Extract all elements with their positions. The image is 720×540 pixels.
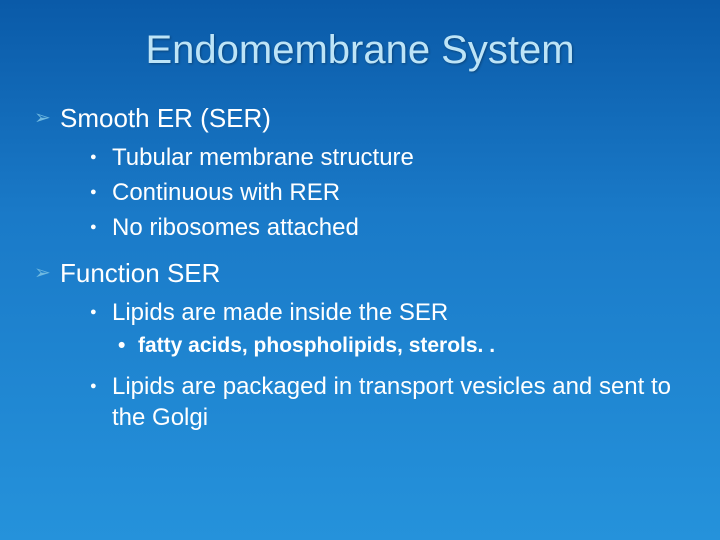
bullet-item: Continuous with RER <box>30 177 690 208</box>
bullet-item: Lipids are packaged in transport vesicle… <box>30 371 690 433</box>
section-heading: Function SER <box>30 258 690 289</box>
bullet-item: Lipids are made inside the SER <box>30 297 690 328</box>
bullet-item: No ribosomes attached <box>30 212 690 243</box>
sub-bullet-item: fatty acids, phospholipids, sterols. . <box>30 332 690 359</box>
slide-content: Smooth ER (SER) Tubular membrane structu… <box>0 103 720 433</box>
slide-title: Endomembrane System <box>0 28 720 73</box>
slide: Endomembrane System Smooth ER (SER) Tubu… <box>0 0 720 540</box>
section-heading: Smooth ER (SER) <box>30 103 690 134</box>
bullet-item: Tubular membrane structure <box>30 142 690 173</box>
